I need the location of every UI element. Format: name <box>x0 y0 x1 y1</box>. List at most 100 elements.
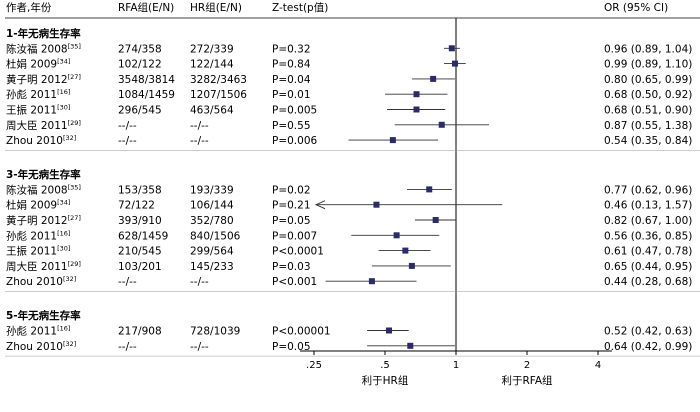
header-or: OR (95% CI) <box>604 2 668 14</box>
rfa-events: 393/910 <box>118 215 162 227</box>
x-tick-label: .25 <box>306 360 322 371</box>
p-value: P=0.05 <box>272 215 311 227</box>
p-value: P<0.0001 <box>272 246 324 258</box>
or-ci-text: 0.80 (0.65, 0.99) <box>604 74 692 86</box>
study-ref: [16] <box>57 88 70 96</box>
p-value: P=0.04 <box>272 74 311 86</box>
or-ci-text: 0.68 (0.51, 0.90) <box>604 105 692 117</box>
rfa-events: --/-- <box>118 120 137 132</box>
point-estimate <box>413 91 420 98</box>
rfa-events: 3548/3814 <box>118 74 175 86</box>
study-label: 孙彪 2011[16] <box>6 88 70 101</box>
point-estimate <box>426 186 433 193</box>
rfa-events: 1084/1459 <box>118 89 175 101</box>
rfa-events: --/-- <box>118 135 137 147</box>
x-tick-label: 1 <box>453 360 459 371</box>
p-value: P=0.006 <box>272 135 318 147</box>
study-ref: [27] <box>68 73 81 81</box>
p-value: P=0.55 <box>272 120 311 132</box>
p-value: P<0.001 <box>272 276 317 288</box>
point-estimate <box>368 278 375 285</box>
hr-events: 122/144 <box>190 59 234 71</box>
header-ztest: Z-test(p值) <box>272 1 328 14</box>
or-ci-text: 0.65 (0.44, 0.95) <box>604 261 692 273</box>
point-estimate <box>432 217 439 223</box>
study-label: 黄子明 2012[27] <box>6 214 81 227</box>
study-ref: [30] <box>57 104 70 112</box>
rfa-events: 103/201 <box>118 261 162 273</box>
study-ref: [30] <box>57 245 70 253</box>
or-ci-text: 0.56 (0.36, 0.85) <box>604 230 692 242</box>
or-ci-text: 0.99 (0.89, 1.10) <box>604 59 692 71</box>
hr-events: --/-- <box>190 276 209 288</box>
hr-events: 728/1039 <box>190 326 240 338</box>
x-tick-label: 2 <box>524 360 530 371</box>
study-ref: [35] <box>68 183 81 191</box>
p-value: P=0.005 <box>272 105 317 117</box>
study-label: 孙彪 2011[16] <box>6 229 70 242</box>
hr-events: 840/1506 <box>190 230 241 242</box>
p-value: P=0.21 <box>272 200 311 212</box>
hr-events: --/-- <box>190 120 209 132</box>
hr-events: 352/780 <box>190 215 234 227</box>
study-ref: [29] <box>68 260 81 268</box>
point-estimate <box>408 262 415 269</box>
p-value: P=0.007 <box>272 230 317 242</box>
study-ref: [29] <box>68 119 81 127</box>
p-value: P=0.03 <box>272 261 311 273</box>
or-ci-text: 0.52 (0.42, 0.63) <box>604 326 692 338</box>
or-ci-text: 0.61 (0.47, 0.78) <box>604 246 692 258</box>
study-label: 王振 2011[30] <box>6 245 70 258</box>
favors-left-label: 利于HR组 <box>362 374 409 387</box>
p-value: P=0.01 <box>272 89 311 101</box>
x-tick-label: 4 <box>595 360 601 371</box>
or-ci-text: 0.77 (0.62, 0.96) <box>604 184 692 196</box>
or-ci-text: 0.87 (0.55, 1.38) <box>604 120 692 132</box>
study-label: 杜娟 2009[34] <box>6 58 70 71</box>
rfa-events: 628/1459 <box>118 230 168 242</box>
study-ref: [27] <box>68 214 81 222</box>
rfa-events: 274/358 <box>118 43 162 55</box>
ci-arrow <box>314 200 326 210</box>
hr-events: 299/564 <box>190 246 234 258</box>
study-label: Zhou 2010[32] <box>6 134 76 147</box>
study-ref: [34] <box>57 199 70 207</box>
p-value: P=0.84 <box>272 59 311 71</box>
x-tick-label: .5 <box>380 360 390 371</box>
hr-events: 193/339 <box>190 184 234 196</box>
study-label: 周大臣 2011[29] <box>6 119 81 132</box>
study-ref: [32] <box>63 275 76 283</box>
or-ci-text: 0.82 (0.67, 1.00) <box>604 215 692 227</box>
rfa-events: 296/545 <box>118 105 162 117</box>
point-estimate <box>393 232 400 239</box>
study-label: 王振 2011[30] <box>6 104 70 117</box>
rfa-events: --/-- <box>118 341 137 353</box>
point-estimate <box>438 121 445 128</box>
hr-events: 3282/3463 <box>190 74 247 86</box>
p-value: P<0.00001 <box>272 326 331 338</box>
study-label: 陈汝福 2008[35] <box>6 42 81 55</box>
study-label: 黄子明 2012[27] <box>6 73 81 86</box>
or-ci-text: 0.54 (0.35, 0.84) <box>604 135 692 147</box>
study-label: 周大臣 2011[29] <box>6 260 81 273</box>
rfa-events: 210/545 <box>118 246 162 258</box>
point-estimate <box>448 45 455 52</box>
study-ref: [32] <box>63 340 76 348</box>
group-title: 3-年无病生存率 <box>6 168 81 181</box>
study-label: 杜娟 2009[34] <box>6 199 70 212</box>
study-ref: [32] <box>63 134 76 142</box>
hr-events: --/-- <box>190 341 209 353</box>
study-ref: [16] <box>57 229 70 237</box>
study-ref: [35] <box>68 42 81 50</box>
p-value: P=0.02 <box>272 184 311 196</box>
or-ci-text: 0.64 (0.42, 0.99) <box>604 341 692 353</box>
point-estimate <box>386 327 393 334</box>
hr-events: 106/144 <box>190 200 234 212</box>
hr-events: 463/564 <box>190 105 234 117</box>
p-value: P=0.05 <box>272 341 311 353</box>
hr-events: 1207/1506 <box>190 89 247 101</box>
header-study: 作者,年份 <box>6 1 52 14</box>
hr-events: 272/339 <box>190 43 234 55</box>
rfa-events: 217/908 <box>118 326 162 338</box>
